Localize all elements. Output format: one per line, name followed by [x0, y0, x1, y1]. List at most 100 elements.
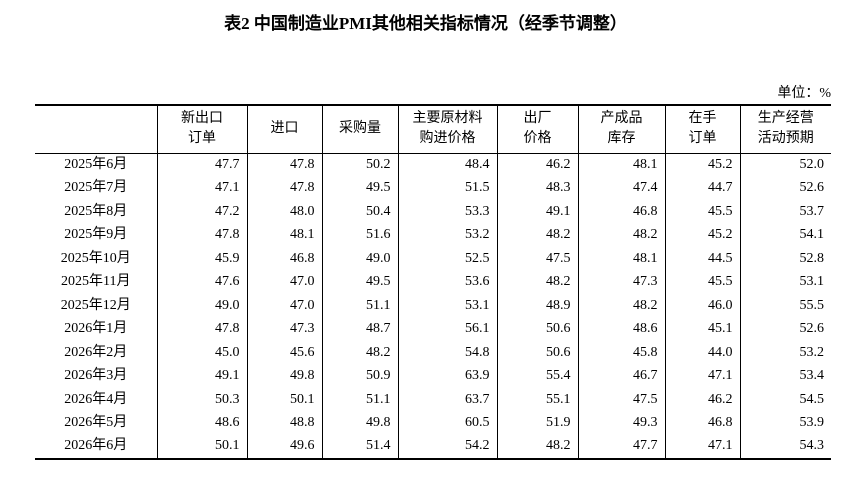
header-cell: 生产经营 活动预期 [739, 105, 831, 154]
header-line: 新出口 [181, 111, 223, 127]
data-row: 2025年12月 49.0 47.0 51.1 53.1 48.9 48.2 46.0 55.5 [35, 294, 831, 318]
cell: 53.4 [739, 364, 831, 388]
data-row: 2025年7月 47.1 47.8 49.5 51.5 48.3 47.4 44.7 52.6 [35, 176, 831, 200]
cell: 47.5 [577, 388, 665, 412]
cell: 50.3 [156, 388, 247, 412]
cell: 47.3 [577, 270, 665, 294]
cell: 45.0 [156, 341, 247, 365]
cell: 60.5 [397, 411, 497, 435]
cell: 45.5 [664, 270, 740, 294]
cell: 50.1 [246, 388, 322, 412]
row-label: 2025年7月 [64, 180, 128, 196]
pmi-table: 新出口 订单 进口 采购量 主要原材料 购进价格 出厂 价格 产成品 库存 在手 订单 生产经营 活动预期… [35, 104, 831, 460]
cell: 48.2 [577, 294, 665, 318]
row-label: 2026年1月 [64, 321, 128, 337]
cell: 53.2 [397, 223, 497, 247]
cell: 47.4 [577, 176, 665, 200]
cell: 48.8 [246, 411, 322, 435]
cell: 48.2 [496, 270, 578, 294]
data-row: 2026年5月 48.6 48.8 49.8 60.5 51.9 49.3 46.8 53.9 [35, 411, 831, 435]
title: 表2 中国制造业PMI其他相关指标情况（经季节调整） [224, 14, 627, 33]
header-cell: 采购量 [321, 105, 398, 154]
cell: 45.6 [246, 341, 322, 365]
cell: 51.1 [321, 294, 398, 318]
cell: 48.2 [496, 223, 578, 247]
header-cell: 进口 [246, 105, 322, 154]
header-line: 产成品 [600, 111, 643, 127]
cell: 49.6 [246, 435, 322, 459]
cell: 47.1 [664, 364, 740, 388]
cell: 46.2 [664, 388, 740, 412]
cell: 45.2 [664, 153, 740, 177]
cell: 48.9 [496, 294, 578, 318]
header-cell: 产成品 库存 [577, 105, 665, 154]
cell: 45.5 [664, 200, 740, 224]
cell: 49.8 [246, 364, 322, 388]
row-label: 2026年2月 [64, 344, 128, 360]
header-line: 库存 [607, 131, 636, 147]
cell: 53.6 [397, 270, 497, 294]
cell: 44.5 [664, 247, 740, 271]
cell: 45.2 [664, 223, 740, 247]
cell: 63.9 [397, 364, 497, 388]
header-row: 新出口 订单 进口 采购量 主要原材料 购进价格 出厂 价格 产成品 库存 在手 订单 生产经营 活动预期 [35, 105, 831, 154]
cell: 47.0 [246, 294, 322, 318]
cell: 55.5 [739, 294, 831, 318]
cell: 48.6 [577, 317, 665, 341]
cell: 51.1 [321, 388, 398, 412]
cell: 54.3 [739, 435, 831, 459]
cell: 44.0 [664, 341, 740, 365]
data-row: 2026年3月 49.1 49.8 50.9 63.9 55.4 46.7 47.1 53.4 [35, 364, 831, 388]
cell: 48.1 [577, 153, 665, 177]
header-line: 采购量 [339, 121, 381, 137]
cell: 51.5 [397, 176, 497, 200]
cell: 49.0 [321, 247, 398, 271]
row-label: 2026年5月 [64, 415, 128, 431]
cell: 48.6 [156, 411, 247, 435]
header-cell: 出厂 价格 [496, 105, 578, 154]
cell: 47.6 [156, 270, 247, 294]
cell: 49.0 [156, 294, 247, 318]
cell: 47.1 [156, 176, 247, 200]
cell: 52.8 [739, 247, 831, 271]
cell: 54.2 [397, 435, 497, 459]
cell: 46.2 [496, 153, 578, 177]
row-label: 2025年6月 [64, 157, 128, 172]
cell: 47.5 [496, 247, 578, 271]
cell: 50.6 [496, 317, 578, 341]
cell: 47.8 [246, 176, 322, 200]
header-line: 进口 [270, 121, 299, 137]
cell: 50.4 [321, 200, 398, 224]
cell: 47.0 [246, 270, 322, 294]
cell: 46.0 [664, 294, 740, 318]
cell: 53.1 [397, 294, 497, 318]
data-row: 2025年8月 47.2 48.0 50.4 53.3 49.1 46.8 45.5 53.7 [35, 200, 831, 224]
cell: 47.8 [156, 223, 247, 247]
cell: 52.0 [739, 153, 831, 177]
cell: 48.7 [321, 317, 398, 341]
data-row: 2025年10月 45.9 46.8 49.0 52.5 47.5 48.1 44.5 52.8 [35, 247, 831, 271]
cell: 51.4 [321, 435, 398, 459]
cell: 48.1 [246, 223, 322, 247]
header-cell: 在手 订单 [664, 105, 740, 154]
cell: 47.7 [577, 435, 665, 459]
cell: 54.8 [397, 341, 497, 365]
cell: 53.2 [739, 341, 831, 365]
cell: 48.0 [246, 200, 322, 224]
cell: 53.7 [739, 200, 831, 224]
data-row: 2025年9月 47.8 48.1 51.6 53.2 48.2 48.2 45.2 54.1 [35, 223, 831, 247]
cell: 45.1 [664, 317, 740, 341]
cell: 51.9 [496, 411, 578, 435]
cell: 50.6 [496, 341, 578, 365]
cell: 46.7 [577, 364, 665, 388]
cell: 44.7 [664, 176, 740, 200]
cell: 52.6 [739, 317, 831, 341]
cell: 46.8 [246, 247, 322, 271]
cell: 48.1 [577, 247, 665, 271]
cell: 48.2 [577, 223, 665, 247]
cell: 51.6 [321, 223, 398, 247]
header-cell: 主要原材料 购进价格 [397, 105, 497, 154]
row-label: 2026年3月 [64, 368, 128, 384]
table-body: 2025年6月 47.7 47.8 50.2 48.4 46.2 48.1 45.2 52.0 2… [35, 153, 831, 459]
header-line: 购进价格 [419, 131, 476, 147]
